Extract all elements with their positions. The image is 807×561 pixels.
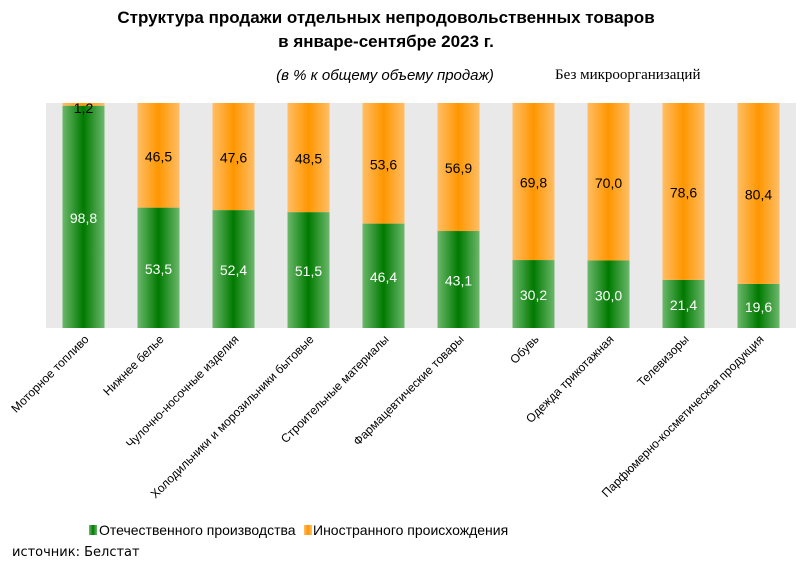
chart-subtitle: (в % к общему объему продаж) [276,67,494,84]
bar-foreign [587,103,630,261]
chart-title-line2: в январе-сентябре 2023 г. [278,32,494,51]
chart-title-line1: Структура продажи отдельных непродовольс… [117,8,654,27]
data-label: 21,4 [670,297,697,313]
data-label: 30,0 [595,287,622,303]
data-label: 53,5 [145,261,172,277]
data-label: 78,6 [670,184,697,200]
bar-domestic [137,207,180,328]
bar-foreign [212,103,255,211]
bar-foreign [662,103,705,280]
source-note: источник: Белстат [12,545,140,560]
bar-foreign [137,103,180,208]
chart-note: Без микроорганизаций [555,67,700,83]
bar-domestic [737,283,780,328]
data-label: 70,0 [595,175,622,191]
data-label: 48,5 [295,151,322,167]
x-tick-label: Моторное топливо [8,332,91,415]
data-label: 19,6 [745,299,772,315]
legend-swatch-domestic [89,525,97,535]
data-label: 46,5 [145,148,172,164]
bar-foreign [737,103,780,284]
x-tick-label: Обувь [507,332,541,366]
data-label: 46,4 [370,269,397,285]
data-label: 98,8 [70,210,97,226]
bar-foreign [362,103,405,224]
x-tick-label: Холодильники и морозильники бытовые [148,332,317,501]
bar-domestic [287,212,330,328]
data-label: 52,4 [220,262,247,278]
x-tick-label: Телевизоры [634,332,691,389]
bar-foreign [437,103,480,232]
bar-foreign [62,103,105,106]
data-label: 43,1 [445,273,472,289]
x-tick-label: Парфюмерно-косметическая продукция [599,332,767,500]
bar-domestic [212,210,255,328]
legend: Отечественного производства Иностранного… [89,522,508,538]
data-label: 56,9 [445,160,472,176]
data-label: 51,5 [295,263,322,279]
bar-foreign [512,103,555,261]
legend-swatch-foreign [304,525,312,535]
data-label: 69,8 [520,175,547,191]
data-label: 53,6 [370,156,397,172]
bar-domestic [512,260,555,328]
bar-domestic [362,223,405,328]
data-label: 1,2 [74,100,94,116]
x-tick-label: Нижнее белье [100,332,166,398]
legend-label-domestic: Отечественного производства [99,522,296,538]
data-label: 47,6 [220,150,247,166]
bar-domestic [587,260,630,328]
legend-label-foreign: Иностранного происхождения [313,522,508,538]
data-label: 30,2 [520,287,547,303]
bar-domestic [662,279,705,328]
bar-foreign [287,103,330,213]
bar-domestic [62,105,105,328]
bar-domestic [437,231,480,328]
data-label: 80,4 [745,186,772,202]
